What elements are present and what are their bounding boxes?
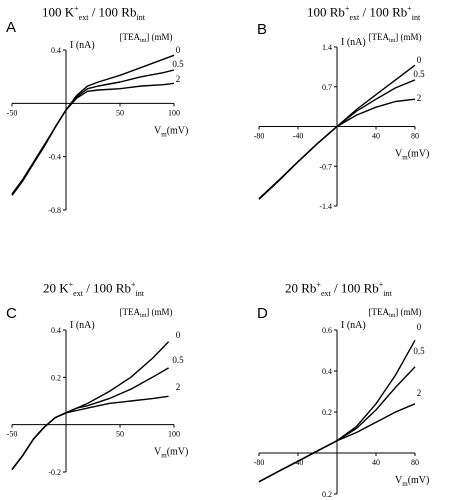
x-axis-label: Vm(mV): [395, 475, 429, 488]
y-axis-label: I (nA): [341, 37, 366, 48]
series-label: 2: [176, 74, 181, 84]
x-tick-label: 80: [411, 458, 419, 467]
series-line: [11, 54, 175, 196]
x-axis-label: Vm(mV): [395, 149, 429, 162]
x-tick-label: 40: [372, 458, 380, 467]
series-label: 0.5: [172, 59, 184, 69]
series-line: [11, 341, 170, 471]
x-axis-label: Vm(mV): [154, 447, 188, 460]
y-tick-label: 0.2: [322, 408, 332, 417]
panel-d: D 20 Rb+ext / 100 Rb+int -80 -40 40 80 0.6 0.…: [229, 250, 458, 500]
panel-title: 100 K+ext / 100 Rbint: [42, 4, 145, 22]
y-axis-label: I (nA): [70, 40, 95, 51]
panel-title: 20 Rb+ext / 100 Rb+int: [285, 280, 392, 298]
x-tick-label: -40: [293, 458, 304, 467]
iv-plot: -50 50 100 0.4 -0.4 -0.8 I (nA) Vm(mV) [TEAint] …: [7, 32, 189, 215]
y-tick-label: -0.2: [48, 468, 61, 477]
x-tick-label: 50: [116, 108, 124, 117]
y-axis-label: I (nA): [70, 320, 95, 331]
panel-label: A: [6, 19, 17, 36]
x-tick-label: 100: [168, 108, 180, 117]
y-tick-label: -0.7: [319, 162, 332, 171]
x-tick-label: -50: [7, 430, 18, 439]
series-line: [258, 403, 416, 483]
series-label: 0: [176, 45, 181, 55]
series-label: 0.5: [172, 355, 184, 365]
y-tick-label: 0.2: [51, 373, 61, 382]
series-line: [11, 69, 175, 196]
y-tick-label: 0.4: [322, 367, 332, 376]
y-tick-label: 0.4: [51, 326, 61, 335]
y-tick-label: 0.4: [51, 46, 61, 55]
y-tick-label: -1.4: [319, 202, 332, 211]
iv-plot: -80 -40 40 80 0.6 0.4 0.2 0.2 I (nA) Vm(mV) [TEAin…: [254, 307, 430, 499]
x-tick-label: 40: [372, 132, 380, 141]
y-tick-label: -0.4: [48, 153, 61, 162]
series-label: 0: [417, 322, 422, 332]
legend-header: [TEAint] (mM): [368, 32, 421, 44]
series-label: 0.5: [413, 69, 425, 79]
series-line: [11, 395, 169, 471]
x-tick-label: 50: [116, 430, 124, 439]
x-tick-label: 100: [168, 430, 180, 439]
iv-plot: -50 50 100 0.4 0.2 -0.2 I (nA) Vm(mV) [TEAint] (…: [7, 307, 189, 477]
x-tick-label: 80: [411, 132, 419, 141]
y-tick-label: 0.2: [322, 490, 332, 499]
series-label: 2: [417, 93, 422, 103]
panel-label: B: [257, 21, 268, 38]
y-tick-label: 1.4: [322, 43, 332, 52]
legend-header: [TEAint] (mM): [368, 307, 421, 319]
y-tick-label: 0.7: [322, 83, 332, 92]
panel-label: C: [6, 305, 17, 322]
legend-header: [TEAint] (mM): [119, 307, 172, 319]
series-line: [11, 367, 169, 471]
series-label: 2: [417, 388, 422, 398]
y-axis-label: I (nA): [341, 320, 366, 331]
x-tick-label: -80: [254, 132, 265, 141]
series-label: 0: [176, 330, 181, 340]
panel-c: C 20 K+ext / 100 Rb+int -50 50 100 0.4 0.2 -0…: [0, 250, 229, 500]
series-line: [258, 98, 416, 200]
x-tick-label: -40: [293, 132, 304, 141]
iv-plot: -80 -40 40 80 1.4 0.7 -0.7 -1.4 I (nA) Vm(mV) [TEA…: [254, 32, 430, 211]
panel-title: 20 K+ext / 100 Rb+int: [43, 280, 144, 298]
legend-header: [TEAint] (mM): [119, 32, 172, 44]
x-axis-label: Vm(mV): [154, 125, 188, 138]
series-label: 0.5: [413, 346, 425, 356]
series-label: 0: [417, 55, 422, 65]
x-tick-label: -50: [7, 108, 18, 117]
panel-title: 100 Rb+ext / 100 Rb+int: [307, 4, 421, 22]
panel-b: B 100 Rb+ext / 100 Rb+int -80 -40 40 80 1.4 0…: [229, 0, 458, 250]
y-tick-label: -0.8: [48, 206, 61, 215]
panel-label: D: [257, 305, 268, 322]
y-tick-label: 0.6: [322, 326, 332, 335]
series-label: 2: [176, 382, 181, 392]
x-tick-label: -80: [254, 458, 265, 467]
panel-a: A 100 K+ext / 100 Rbint -50 50 100 0.4 -0.4-…: [0, 0, 229, 250]
series-line: [11, 82, 175, 195]
